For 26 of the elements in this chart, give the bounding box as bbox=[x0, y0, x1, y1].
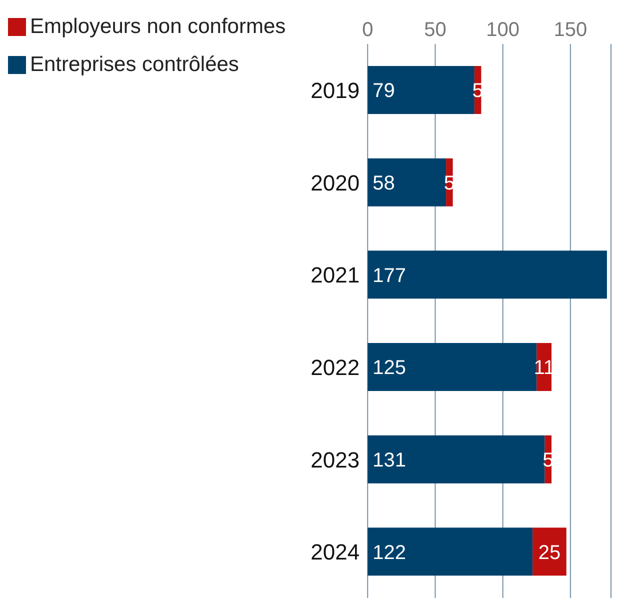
y-tick-label: 2021 bbox=[310, 262, 360, 288]
data-label: 79 bbox=[372, 80, 395, 102]
x-tick-label: 50 bbox=[424, 19, 446, 41]
y-tick-label: 2024 bbox=[310, 540, 360, 565]
data-label: 125 bbox=[372, 357, 406, 380]
data-label: 58 bbox=[372, 172, 395, 194]
y-tick-label: 2023 bbox=[310, 447, 360, 472]
bar bbox=[368, 528, 533, 576]
bar bbox=[368, 250, 607, 299]
y-tick-label: 2022 bbox=[310, 354, 360, 380]
legend-label: Employeurs non conformes bbox=[30, 15, 286, 38]
x-tick-label: 0 bbox=[362, 19, 374, 41]
legend-label: Entreprises contrôlées bbox=[30, 53, 239, 76]
data-label: 25 bbox=[538, 542, 561, 564]
y-tick-label: 2019 bbox=[310, 78, 360, 103]
data-label: 177 bbox=[372, 264, 406, 287]
bar bbox=[368, 435, 545, 484]
x-tick-label: 100 bbox=[486, 19, 520, 41]
data-label: 122 bbox=[372, 542, 406, 564]
bar bbox=[368, 158, 446, 206]
bar bbox=[368, 343, 537, 391]
data-label: 131 bbox=[372, 449, 406, 472]
x-tick-label: 150 bbox=[554, 19, 588, 41]
bar bbox=[532, 528, 566, 576]
y-tick-label: 2020 bbox=[310, 170, 360, 196]
bar bbox=[368, 66, 474, 114]
